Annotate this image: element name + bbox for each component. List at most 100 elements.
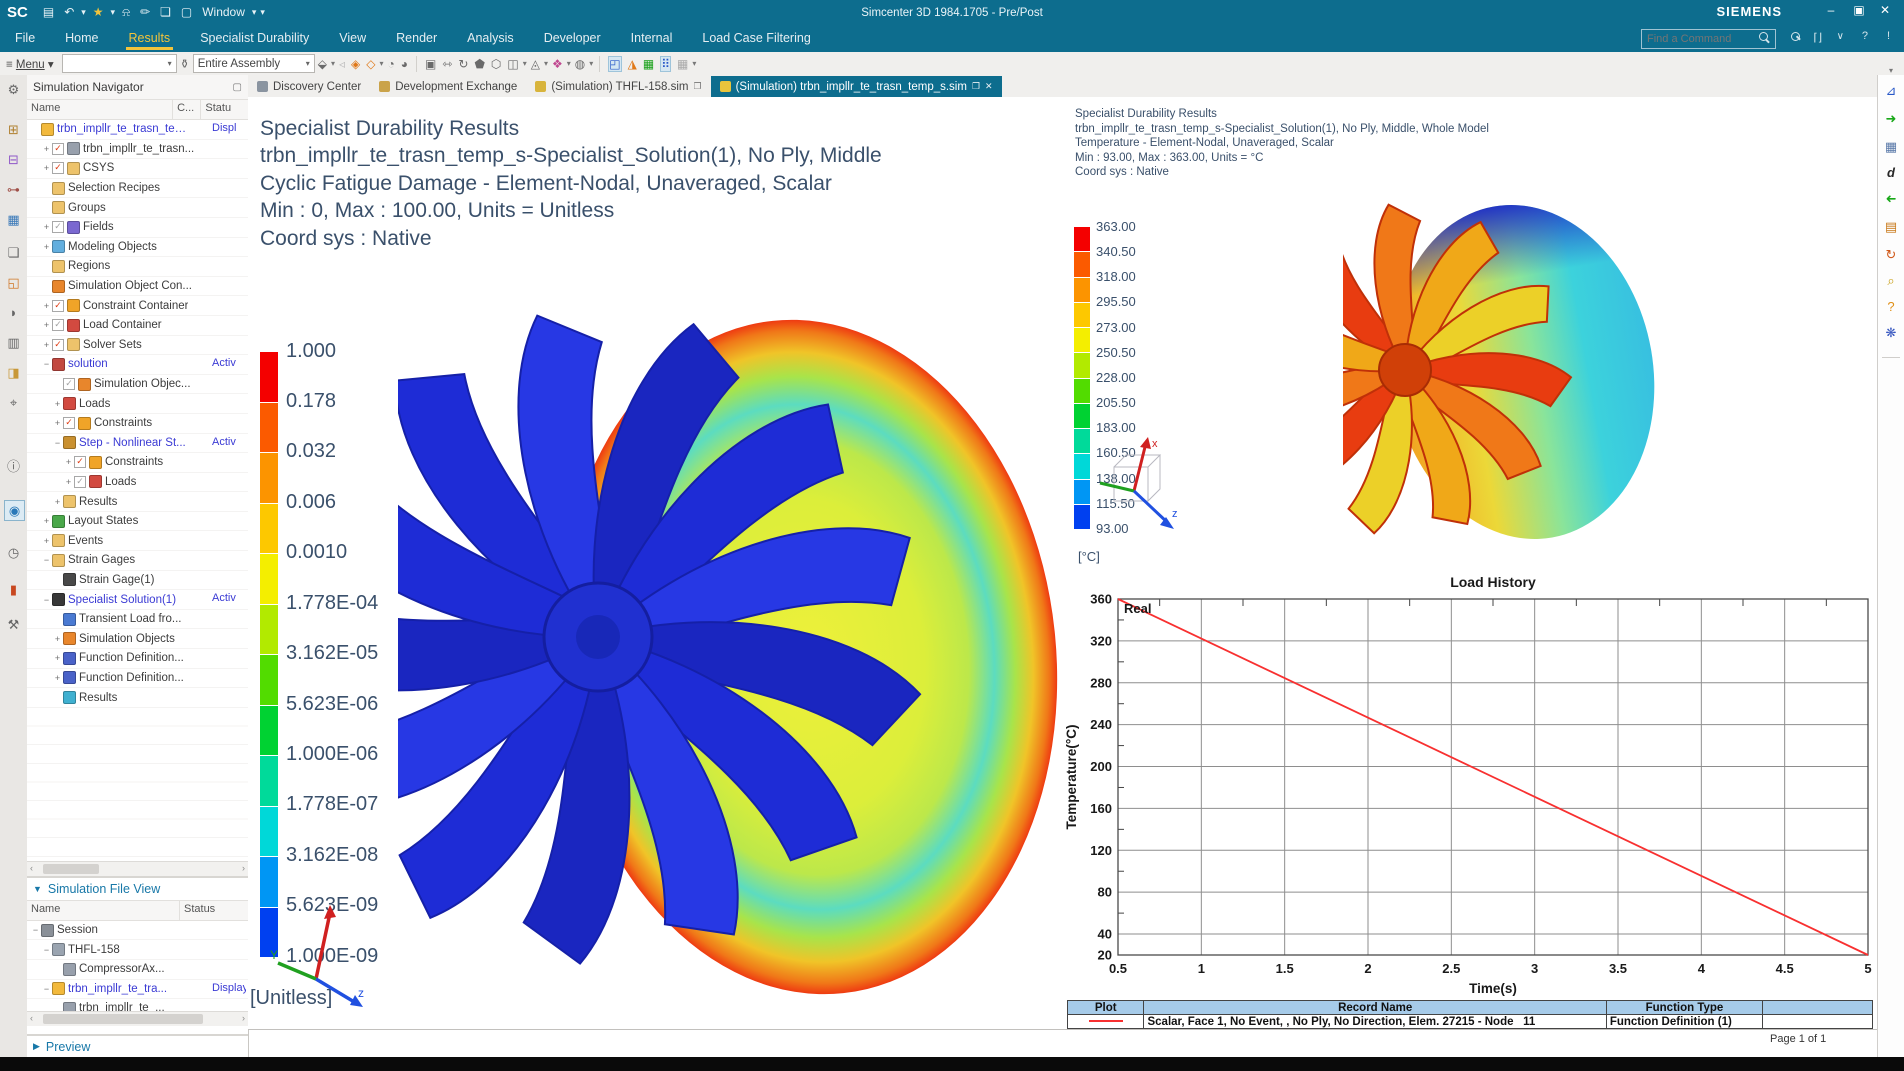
zoom-window-icon[interactable]: ⇿	[442, 56, 453, 71]
tree-row[interactable]: + ✓ Load Container	[27, 316, 248, 336]
doc-tab[interactable]: (Simulation) THFL-158.sim ❐	[526, 76, 710, 97]
ribbon-tab-internal[interactable]: Internal	[630, 30, 673, 45]
render-cone-icon[interactable]: ◬	[530, 56, 540, 71]
tree-row[interactable]: + ✓ Solver Sets	[27, 336, 248, 356]
measure-icon[interactable]: ⌖	[9, 395, 18, 410]
tree-row[interactable]: − THFL-158	[27, 940, 248, 960]
navigator-hscrollbar[interactable]: ‹ ›	[27, 860, 248, 876]
tree-checkbox[interactable]: ✓	[52, 162, 64, 175]
tree-expander-icon[interactable]: +	[54, 398, 61, 409]
tree-row[interactable]: + Events	[27, 531, 248, 552]
gear-icon[interactable]: ⚙	[7, 82, 20, 97]
tree-checkbox[interactable]: ✓	[74, 456, 86, 469]
tree-row[interactable]: ✓ Simulation Objec...	[27, 375, 248, 395]
tree-row[interactable]: + ✓ CSYS	[27, 159, 248, 179]
tab-pin-icon[interactable]: ❐	[693, 81, 702, 91]
snap-filter-icon[interactable]: ⬙	[317, 56, 327, 71]
tree-expander-icon[interactable]: +	[43, 241, 50, 252]
ribbon-tab-home[interactable]: Home	[65, 30, 99, 45]
tree-expander-icon[interactable]: −	[32, 925, 39, 936]
tab-close-icon[interactable]: ✕	[985, 81, 993, 91]
fan-results-icon[interactable]: ❋	[1885, 325, 1897, 340]
tree-row[interactable]: + Loads	[27, 394, 248, 414]
assembly-navigator-icon[interactable]: ❏	[7, 245, 20, 260]
view-section-icon[interactable]: ◫	[507, 56, 519, 71]
parts-icon[interactable]: ▥	[7, 335, 20, 350]
search-icon[interactable]	[1791, 30, 1800, 44]
view-section-dropdown-icon[interactable]: ▾	[522, 59, 527, 68]
tree-expander-icon[interactable]: +	[43, 222, 50, 233]
cascade-windows-icon[interactable]: ❏	[160, 5, 171, 19]
tree-checkbox[interactable]: ✓	[52, 142, 64, 155]
snap-filter-dropdown-icon[interactable]: ▾	[330, 59, 335, 68]
file-view-hscrollbar[interactable]: ‹ ›	[27, 1010, 248, 1026]
menu-hamburger-icon[interactable]: ≡ Menu ▾	[6, 58, 54, 71]
tree-row[interactable]: − Strain Gages	[27, 551, 248, 571]
function-history-icon[interactable]: ⊿	[1885, 83, 1897, 98]
ribbon-tab-specialist-durability[interactable]: Specialist Durability	[200, 30, 310, 45]
post-view-icon[interactable]: ◮	[627, 56, 637, 71]
history-clock-icon[interactable]: ◷	[7, 545, 20, 560]
help-question-icon[interactable]: ?	[1887, 299, 1895, 314]
fullscreen-icon[interactable]: ⌈⌋	[1813, 32, 1822, 44]
tree-checkbox[interactable]: ✓	[63, 417, 75, 430]
tree-row[interactable]: Results	[27, 688, 248, 708]
tab-pin-icon[interactable]: ❐	[971, 81, 981, 91]
tree-expander-icon[interactable]: +	[54, 633, 61, 644]
tree-expander-icon[interactable]: −	[43, 359, 50, 370]
ribbon-tab-render[interactable]: Render	[396, 30, 438, 45]
minimize-ribbon-icon[interactable]: ∨	[1836, 31, 1844, 42]
tree-row[interactable]: Groups	[27, 198, 248, 218]
tree-row[interactable]: + ✓ Constraints	[27, 453, 248, 473]
snap-more-dropdown-icon[interactable]: ▾	[379, 59, 384, 68]
tree-checkbox[interactable]: ✓	[63, 378, 75, 391]
tree-checkbox[interactable]: ✓	[74, 475, 86, 488]
rotate-model-icon[interactable]: ↻	[1885, 247, 1897, 262]
tree-row[interactable]: Transient Load fro...	[27, 610, 248, 630]
close-button[interactable]: ✕	[1879, 3, 1891, 17]
right-impeller-model[interactable]	[1343, 192, 1673, 562]
touch-mode-icon[interactable]: ✏	[140, 5, 151, 19]
result-table-icon[interactable]: ▤	[1884, 219, 1898, 234]
view-group-dropdown-icon[interactable]: ▾	[692, 59, 697, 68]
selection-filter-combo[interactable]: ▾	[61, 54, 177, 73]
strip-overflow-icon[interactable]: ▾	[1888, 66, 1893, 75]
tree-row[interactable]: + Layout States	[27, 512, 248, 532]
tree-row[interactable]: trbn_impllr_te_trasn_tem... Displ	[27, 120, 248, 140]
left-impeller-model[interactable]	[398, 282, 1078, 1012]
ribbon-tab-view[interactable]: View	[339, 30, 367, 45]
palette-icon[interactable]: ❖	[551, 56, 563, 71]
favorites-star-icon[interactable]: ★	[92, 5, 104, 19]
ghost-grid-icon[interactable]: ▦	[676, 56, 689, 71]
tree-expander-icon[interactable]: +	[54, 653, 61, 664]
info-icon[interactable]: ⓘ	[6, 459, 20, 474]
tools-icon[interactable]: ⚒	[7, 617, 20, 632]
tree-row[interactable]: + Function Definition...	[27, 669, 248, 689]
ribbon-tab-results[interactable]: Results	[114, 27, 186, 51]
doc-tab[interactable]: Discovery Center	[248, 76, 370, 97]
tree-expander-icon[interactable]: +	[43, 516, 50, 527]
undo-icon[interactable]: ↶	[64, 5, 75, 19]
tree-row[interactable]: + Simulation Objects	[27, 629, 248, 650]
tree-checkbox[interactable]: ✓	[52, 319, 64, 332]
doc-tab[interactable]: Development Exchange	[370, 76, 526, 97]
post-processing-navigator-icon[interactable]: ⊟	[8, 152, 19, 167]
tree-checkbox[interactable]: ✓	[52, 221, 64, 234]
material-dropdown-icon[interactable]: ▾	[589, 59, 594, 68]
tree-row[interactable]: − Session	[27, 921, 248, 941]
new-window-icon[interactable]: ◰	[608, 55, 622, 72]
scroll-left-icon[interactable]: ‹	[30, 1012, 33, 1023]
material-sphere-icon[interactable]: ◍	[574, 56, 586, 71]
undo-dropdown-icon[interactable]: ▾	[81, 7, 86, 17]
simulation-file-view-header[interactable]: ▼ Simulation File View	[27, 875, 248, 900]
tree-row[interactable]: + ✓ Constraints	[27, 414, 248, 434]
favorites-dropdown-icon[interactable]: ▾	[110, 7, 116, 17]
tree-row[interactable]: − Specialist Solution(1) Activ	[27, 590, 248, 610]
minimize-button[interactable]: –	[1827, 3, 1835, 17]
tree-row[interactable]: Strain Gage(1)	[27, 571, 248, 591]
tree-expander-icon[interactable]: −	[43, 594, 50, 605]
doc-tab[interactable]: (Simulation) trbn_impllr_te_trasn_temp_s…	[710, 76, 1002, 97]
tree-expander-icon[interactable]: +	[54, 496, 61, 507]
window-menu-dropdown-icon[interactable]: ▾	[251, 7, 257, 17]
tree-expander-icon[interactable]: +	[43, 535, 50, 546]
